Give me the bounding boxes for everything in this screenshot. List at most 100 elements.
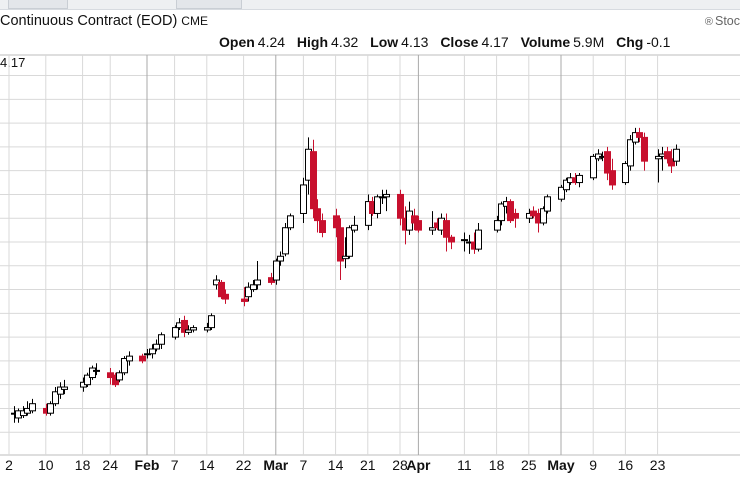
x-tick-label: 9 [589,457,597,473]
candle-body [558,186,565,200]
candle-up [282,222,289,257]
candle-down [641,132,648,171]
candle-body [204,327,211,331]
candle-body [282,227,289,255]
candle-up [475,222,482,252]
candle-body [254,279,261,286]
candle-body [153,343,160,350]
toolbar-tab[interactable] [8,0,68,9]
candle-body [300,184,307,214]
candle-up [277,251,284,266]
candle-up [563,177,570,193]
open-label: Open [219,34,255,50]
candle-body [475,229,482,250]
candle-down [397,189,404,226]
x-tick-label: Mar [263,457,288,473]
brand-text: Stoc [714,14,740,28]
exchange-label: CME [181,14,208,28]
candle-down [333,208,340,238]
high-label: High [296,34,329,50]
x-tick-label: 2 [5,457,13,473]
candle-down [507,199,514,223]
x-tick-label: 7 [300,457,308,473]
x-tick-label: 11 [457,457,472,473]
candle-body [158,334,165,345]
candle-body [116,372,123,381]
candle-body [61,386,68,390]
volume-value: 5.9M [573,34,605,50]
x-tick-label: Feb [135,457,160,473]
candle-body [208,315,215,329]
chart-grid [0,54,740,456]
candle-body [443,220,450,238]
candle-body [52,391,59,405]
x-tick-label: 25 [521,457,537,473]
candles-layer [11,127,680,423]
x-tick-label: 23 [650,457,666,473]
candle-body [172,327,179,338]
candle-up [153,339,160,352]
x-tick-label: 21 [360,457,376,473]
candle-body [222,293,229,300]
x-tick-label: Apr [406,457,431,473]
candle-down [664,146,671,164]
close-value: 4.17 [481,34,509,50]
candle-down [668,149,675,174]
candle-down [448,234,455,250]
candle-body [641,136,648,162]
candle-up [208,313,215,330]
candle-up [121,356,128,376]
candle-body [29,403,36,412]
candle-body [126,355,133,362]
candle-body [622,163,629,184]
change-label: Chg [616,34,644,50]
x-tick-label: 22 [236,457,252,473]
candle-body [540,208,547,224]
candle-down [218,280,225,300]
candle-up [254,261,261,290]
candle-body [655,155,662,160]
browser-top-strip [0,0,740,10]
high-value: 4.32 [331,34,359,50]
candle-body [333,215,340,229]
candle-body [277,255,284,262]
candle-down [314,199,321,233]
candle-up [622,161,629,185]
candle-body [609,170,616,186]
candle-body [149,348,156,355]
candle-body [627,139,634,167]
brand-watermark: ® Stoc [705,14,740,28]
candle-down [310,139,317,219]
candle-body [429,227,436,231]
candle-body [590,155,597,179]
candle-up [185,325,192,335]
candle-down [443,213,450,252]
candle-up [383,189,390,212]
toolbar-tab[interactable] [176,0,242,9]
candle-up [558,184,565,202]
candle-body [448,236,455,243]
candle-up [29,398,36,414]
candle-up [250,280,257,292]
candle-down [181,315,188,338]
candle-up [190,325,197,333]
candle-up [346,225,353,259]
candle-body [351,224,358,231]
candle-up [84,372,91,388]
candle-up [52,387,59,407]
candle-down [636,127,643,143]
last-price-label: 4.17 [0,55,26,70]
candle-up [204,322,211,333]
candle-up [544,194,551,214]
candle-up [374,194,381,219]
candle-up [158,332,165,349]
candle-up [461,232,468,252]
candle-up [93,363,100,376]
x-tick-label: 24 [102,457,118,473]
candle-up [498,201,505,226]
candle-body [190,327,197,331]
candle-up [61,379,68,395]
candle-body [664,151,671,160]
candle-down [222,289,229,304]
